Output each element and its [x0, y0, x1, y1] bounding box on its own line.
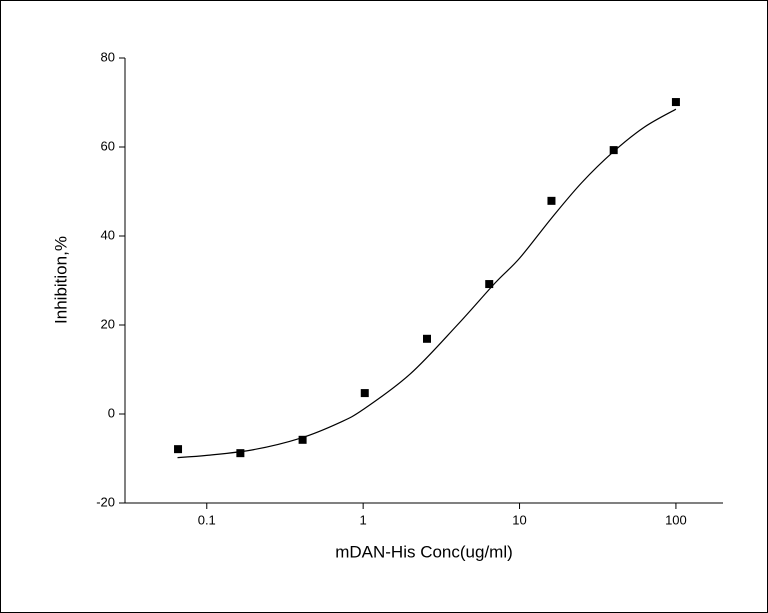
data-point	[298, 435, 307, 444]
data-point	[485, 280, 494, 289]
data-point	[360, 389, 369, 398]
fit-curve	[177, 108, 677, 459]
data-point	[422, 334, 431, 343]
y-tick-label: 0	[108, 405, 115, 420]
x-tick-label: 0.1	[198, 512, 216, 527]
x-tick-label: 1	[360, 512, 367, 527]
data-point	[609, 146, 618, 155]
data-point	[547, 196, 556, 205]
data-point	[671, 98, 680, 107]
y-tick-label: 80	[101, 49, 115, 64]
y-tick-label: 20	[101, 316, 115, 331]
x-axis-title: mDAN-His Conc(ug/ml)	[335, 542, 513, 561]
data-point	[174, 445, 183, 454]
y-tick-label: 40	[101, 227, 115, 242]
y-tick-label: 60	[101, 138, 115, 153]
y-tick-label: -20	[96, 494, 115, 509]
y-axis-title: Inhibition,%	[51, 236, 70, 324]
data-point	[236, 449, 245, 458]
x-tick-label: 100	[665, 512, 687, 527]
x-tick-label: 10	[512, 512, 526, 527]
